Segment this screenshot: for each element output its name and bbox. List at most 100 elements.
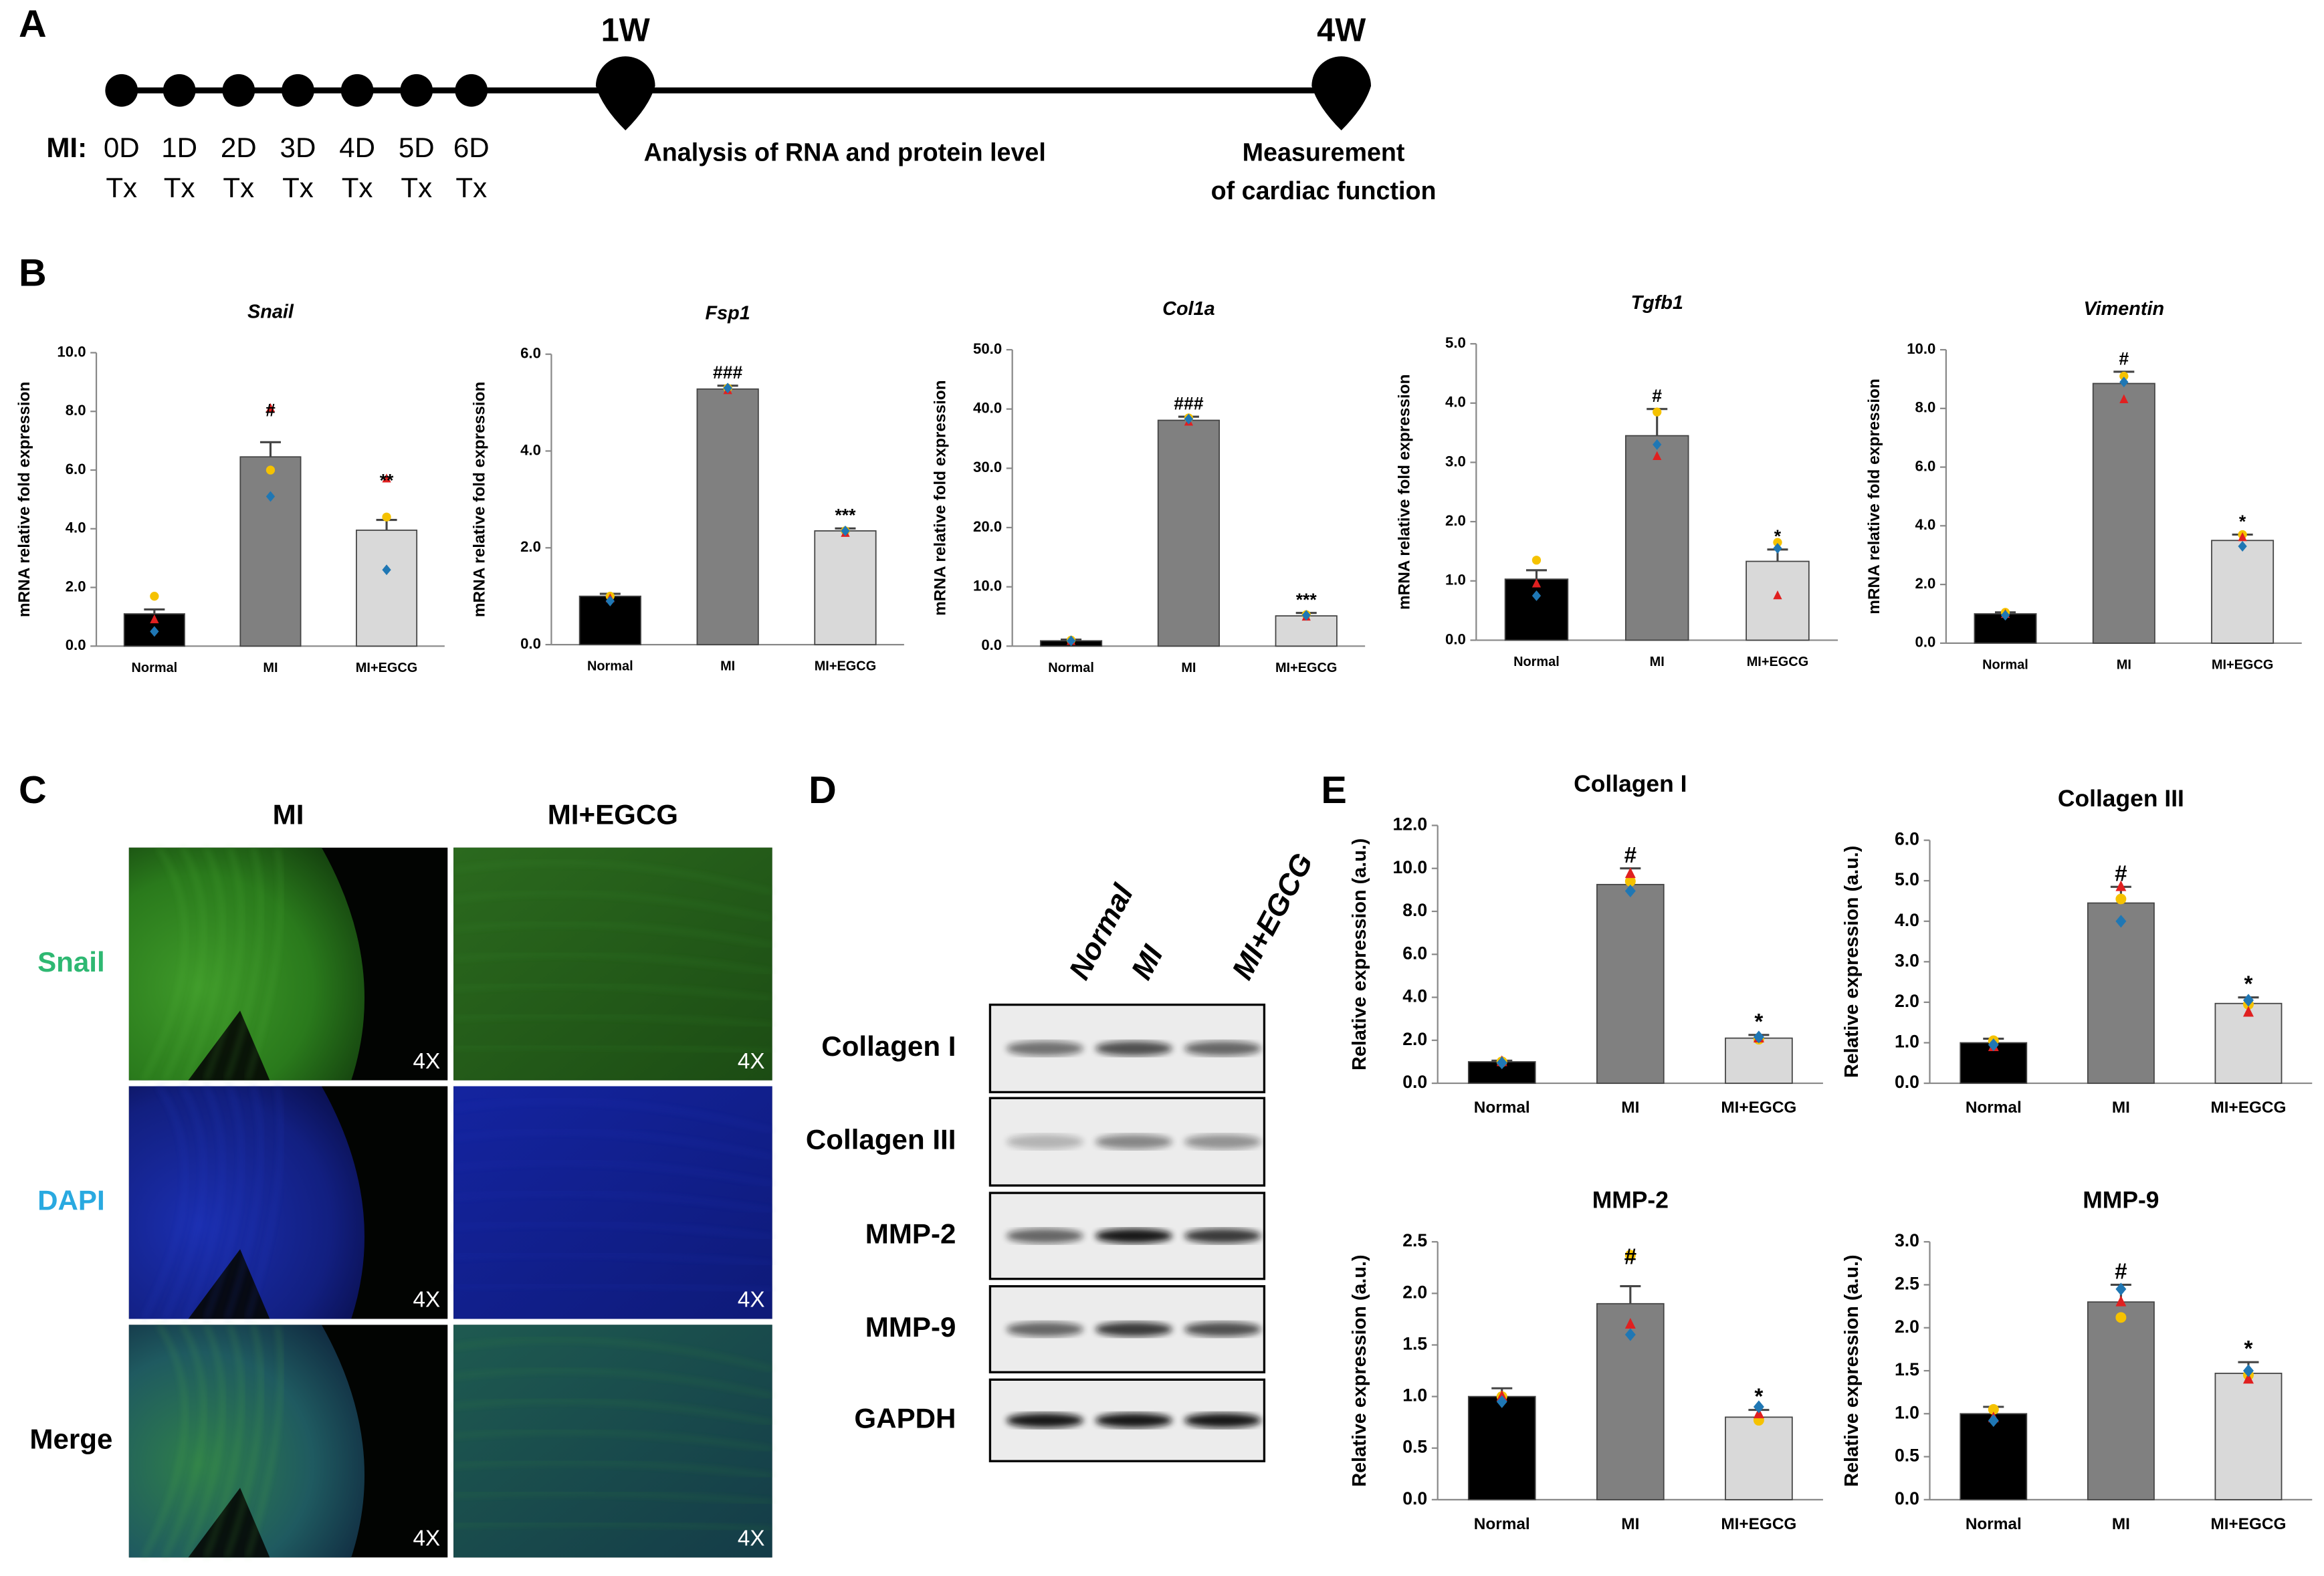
if-texture: [453, 1369, 772, 1397]
x-tick-label: Normal: [1048, 661, 1094, 675]
timeline-treatment: Tx: [342, 172, 373, 203]
if-tissue-dark: [188, 1010, 270, 1081]
y-tick-label: 6.0: [1915, 457, 1936, 474]
if-texture: [142, 1324, 186, 1558]
bar: [1746, 560, 1810, 641]
data-point: [2115, 1312, 2127, 1323]
y-tick-label: 1.0: [1895, 1032, 1919, 1052]
x-tick-label: MI: [2112, 1515, 2130, 1533]
data-point: [382, 473, 391, 483]
significance-label: ***: [1296, 590, 1317, 610]
y-tick-label: 3.0: [1895, 1230, 1919, 1250]
data-point: [2238, 532, 2247, 542]
y-tick-label: 0.0: [1915, 634, 1936, 651]
if-texture: [453, 1430, 772, 1450]
x-tick-label: MI: [1621, 1099, 1639, 1117]
data-point: [1653, 451, 1662, 460]
x-tick-label: MI+EGCG: [1747, 655, 1809, 669]
chart-title: MMP-2: [1592, 1187, 1669, 1214]
bar: [2092, 382, 2155, 644]
y-tick-label: 4.0: [520, 441, 541, 458]
chart-title: MMP-9: [2083, 1187, 2159, 1214]
y-tick-label: 1.0: [1445, 572, 1466, 588]
significance-label: ###: [1174, 394, 1204, 414]
bar: [1725, 1037, 1793, 1084]
y-tick-label: 2.0: [1402, 1029, 1427, 1049]
timeline-dot: [400, 74, 433, 107]
if-texture: [246, 1325, 282, 1558]
y-axis-label: mRNA relative fold expression: [15, 382, 33, 617]
data-point: [1531, 578, 1542, 588]
data-point: [1624, 867, 1636, 879]
chart-title: Tgfb1: [1631, 292, 1683, 314]
blot-band: [1095, 1321, 1173, 1337]
if-texture: [453, 1461, 772, 1477]
y-tick-label: 4.0: [1895, 910, 1919, 930]
chart-title: Vimentin: [2084, 298, 2165, 320]
y-tick-label: 6.0: [1402, 943, 1427, 963]
timeline-dot: [455, 74, 488, 107]
timeline-day: 0D: [104, 132, 140, 163]
y-tick-label: 2.0: [66, 578, 86, 594]
data-point: [266, 491, 276, 502]
y-tick-label: 0.5: [1895, 1446, 1919, 1466]
if-texture: [142, 847, 186, 1081]
data-point: [2242, 1006, 2254, 1017]
blot-band: [1184, 1321, 1261, 1337]
y-tick-label: 0.0: [1895, 1488, 1919, 1508]
if-texture: [453, 1339, 772, 1371]
y-tick-label: 2.0: [1895, 1317, 1919, 1337]
y-tick-label: 10.0: [1907, 340, 1935, 357]
data-point: [2115, 893, 2127, 905]
if-texture: [205, 847, 243, 1081]
blot-protein-label: Collagen I: [821, 1030, 956, 1062]
data-point: [1773, 538, 1782, 547]
significance-label: *: [2244, 1337, 2253, 1361]
milestone-description: Measurement: [1243, 138, 1405, 166]
bar: [696, 388, 759, 645]
x-tick-label: Normal: [132, 661, 178, 675]
y-tick-label: 10.0: [973, 578, 1002, 594]
bar: [1725, 1416, 1793, 1500]
chart-title: Snail: [247, 301, 294, 322]
data-point: [1753, 1030, 1764, 1044]
if-texture: [225, 1086, 262, 1319]
if-row-label: DAPI: [37, 1185, 105, 1216]
y-tick-label: 4.0: [1915, 516, 1936, 533]
if-magnification: 4X: [738, 1288, 765, 1313]
significance-label: #: [1624, 1244, 1636, 1269]
chart-title: Col1a: [1162, 298, 1214, 320]
x-tick-label: MI+EGCG: [1275, 661, 1338, 675]
y-tick-label: 4.0: [66, 520, 86, 536]
bar: [814, 530, 877, 645]
blot-band: [1006, 1134, 1084, 1149]
x-tick-label: Normal: [1966, 1515, 2022, 1533]
blot-protein-label: MMP-9: [865, 1311, 956, 1343]
if-tissue-dark: [188, 1249, 270, 1319]
milestone-description: Analysis of RNA and protein level: [644, 138, 1046, 166]
significance-label: ***: [835, 505, 856, 526]
blot-protein-label: Collagen III: [806, 1124, 956, 1155]
timeline-day: 2D: [221, 132, 257, 163]
y-tick-label: 8.0: [1402, 900, 1427, 920]
data-point: [1773, 590, 1782, 600]
blot-band: [1095, 1134, 1173, 1149]
if-magnification: 4X: [738, 1049, 765, 1074]
milestone-label: 1W: [601, 13, 650, 49]
if-texture: [246, 847, 282, 1081]
if-texture: [453, 861, 772, 893]
blot-band: [1006, 1321, 1084, 1337]
blot-band: [1184, 1413, 1261, 1428]
error-bar: [376, 519, 397, 530]
x-tick-label: Normal: [1474, 1515, 1530, 1533]
significance-label: *: [1774, 526, 1782, 546]
y-tick-label: 40.0: [973, 400, 1002, 417]
data-point: [1301, 610, 1311, 621]
y-tick-label: 20.0: [973, 518, 1002, 535]
timeline-dot: [105, 74, 138, 107]
error-bar: [144, 608, 165, 614]
y-axis-label: Relative expression (a.u.): [1841, 1254, 1863, 1486]
timeline-treatment: Tx: [164, 172, 195, 203]
y-tick-label: 0.0: [1445, 631, 1466, 647]
bar: [1467, 1395, 1536, 1500]
